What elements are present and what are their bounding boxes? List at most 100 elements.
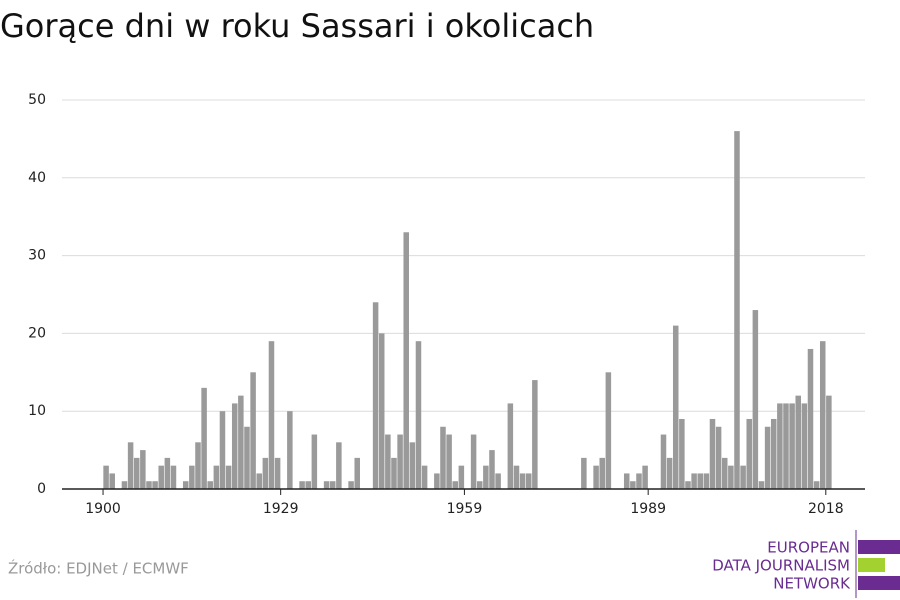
bar: [746, 418, 752, 489]
bar: [783, 403, 789, 489]
chart-title: Gorące dni w roku Sassari i okolicach: [0, 7, 594, 45]
bar: [201, 387, 207, 489]
bar: [458, 465, 465, 489]
bar: [813, 481, 820, 489]
bar: [348, 481, 354, 489]
bar: [826, 395, 832, 489]
y-tick-label: 20: [28, 325, 46, 341]
logo-bar: [858, 540, 900, 554]
bar: [715, 426, 722, 489]
bar: [225, 465, 232, 489]
bar: [636, 473, 642, 489]
bar: [697, 473, 703, 489]
bar: [752, 310, 759, 489]
bar: [685, 481, 691, 489]
bar: [679, 418, 685, 489]
y-tick-label: 30: [28, 248, 46, 264]
bar: [593, 465, 599, 489]
bar: [777, 403, 783, 489]
logo-bar: [858, 576, 900, 590]
bar: [299, 481, 305, 489]
bar: [513, 465, 520, 489]
bar: [489, 450, 495, 489]
logo-text: EUROPEAN: [767, 539, 850, 557]
bar: [133, 457, 140, 489]
bar: [385, 434, 391, 489]
bar: [421, 465, 428, 489]
bar: [311, 434, 318, 489]
bar: [525, 473, 532, 489]
bar: [372, 302, 379, 489]
bar: [189, 465, 195, 489]
bar: [452, 481, 458, 489]
bar: [403, 232, 409, 489]
bar: [703, 473, 710, 489]
bar: [630, 481, 636, 489]
bar: [819, 341, 826, 489]
bar: [109, 473, 115, 489]
bar: [170, 465, 177, 489]
y-tick-label: 50: [28, 92, 46, 108]
bar: [728, 465, 734, 489]
bar: [152, 481, 158, 489]
bar: [329, 481, 336, 489]
bar: [740, 465, 746, 489]
bar: [268, 341, 275, 489]
bar: [770, 418, 777, 489]
bar: [764, 426, 771, 489]
bar: [476, 481, 483, 489]
bar: [532, 380, 538, 489]
logo-bar: [858, 558, 885, 572]
bar: [623, 473, 630, 489]
bar: [250, 372, 256, 489]
bar: [244, 426, 250, 489]
x-tick-label: 1989: [630, 501, 666, 517]
y-tick-label: 10: [28, 403, 46, 419]
bar: [397, 434, 403, 489]
bar: [483, 465, 489, 489]
bar: [305, 481, 311, 489]
y-tick-label: 0: [37, 481, 46, 497]
bar: [378, 333, 385, 489]
bar: [446, 434, 452, 489]
bar: [164, 457, 171, 489]
bar: [440, 426, 446, 489]
bar: [807, 348, 814, 489]
bar: [795, 395, 801, 489]
bar: [470, 434, 477, 489]
bar: [495, 473, 501, 489]
source: Źródło: EDJNet / ECMWF: [8, 559, 189, 578]
bar: [415, 341, 422, 489]
bar: [146, 481, 152, 489]
bar: [605, 372, 612, 489]
bar: [391, 457, 397, 489]
x-tick-label: 1929: [263, 501, 299, 517]
bar: [323, 481, 330, 489]
x-tick-label: 1900: [85, 501, 121, 517]
bar: [158, 465, 164, 489]
bar: [336, 442, 342, 489]
bar: [182, 481, 189, 489]
bar: [789, 403, 795, 489]
bar: [519, 473, 526, 489]
logo-text: DATA JOURNALISM: [712, 557, 850, 575]
bar: [434, 473, 440, 489]
logo: EUROPEAN DATA JOURNALISM NETWORK: [712, 530, 900, 598]
bar: [672, 325, 679, 489]
logo-text: NETWORK: [773, 575, 851, 593]
bar: [231, 403, 238, 489]
bar: [207, 481, 213, 489]
bar: [213, 465, 220, 489]
bar: [801, 403, 808, 489]
bar: [219, 411, 226, 489]
bar: [599, 457, 605, 489]
bar: [274, 457, 281, 489]
x-tick-label: 2018: [808, 501, 844, 517]
x-tick-label: 1959: [447, 501, 483, 517]
bar: [103, 465, 109, 489]
bar: [666, 457, 673, 489]
bar: [238, 395, 244, 489]
y-tick-label: 40: [28, 170, 46, 186]
bar: [140, 450, 146, 489]
